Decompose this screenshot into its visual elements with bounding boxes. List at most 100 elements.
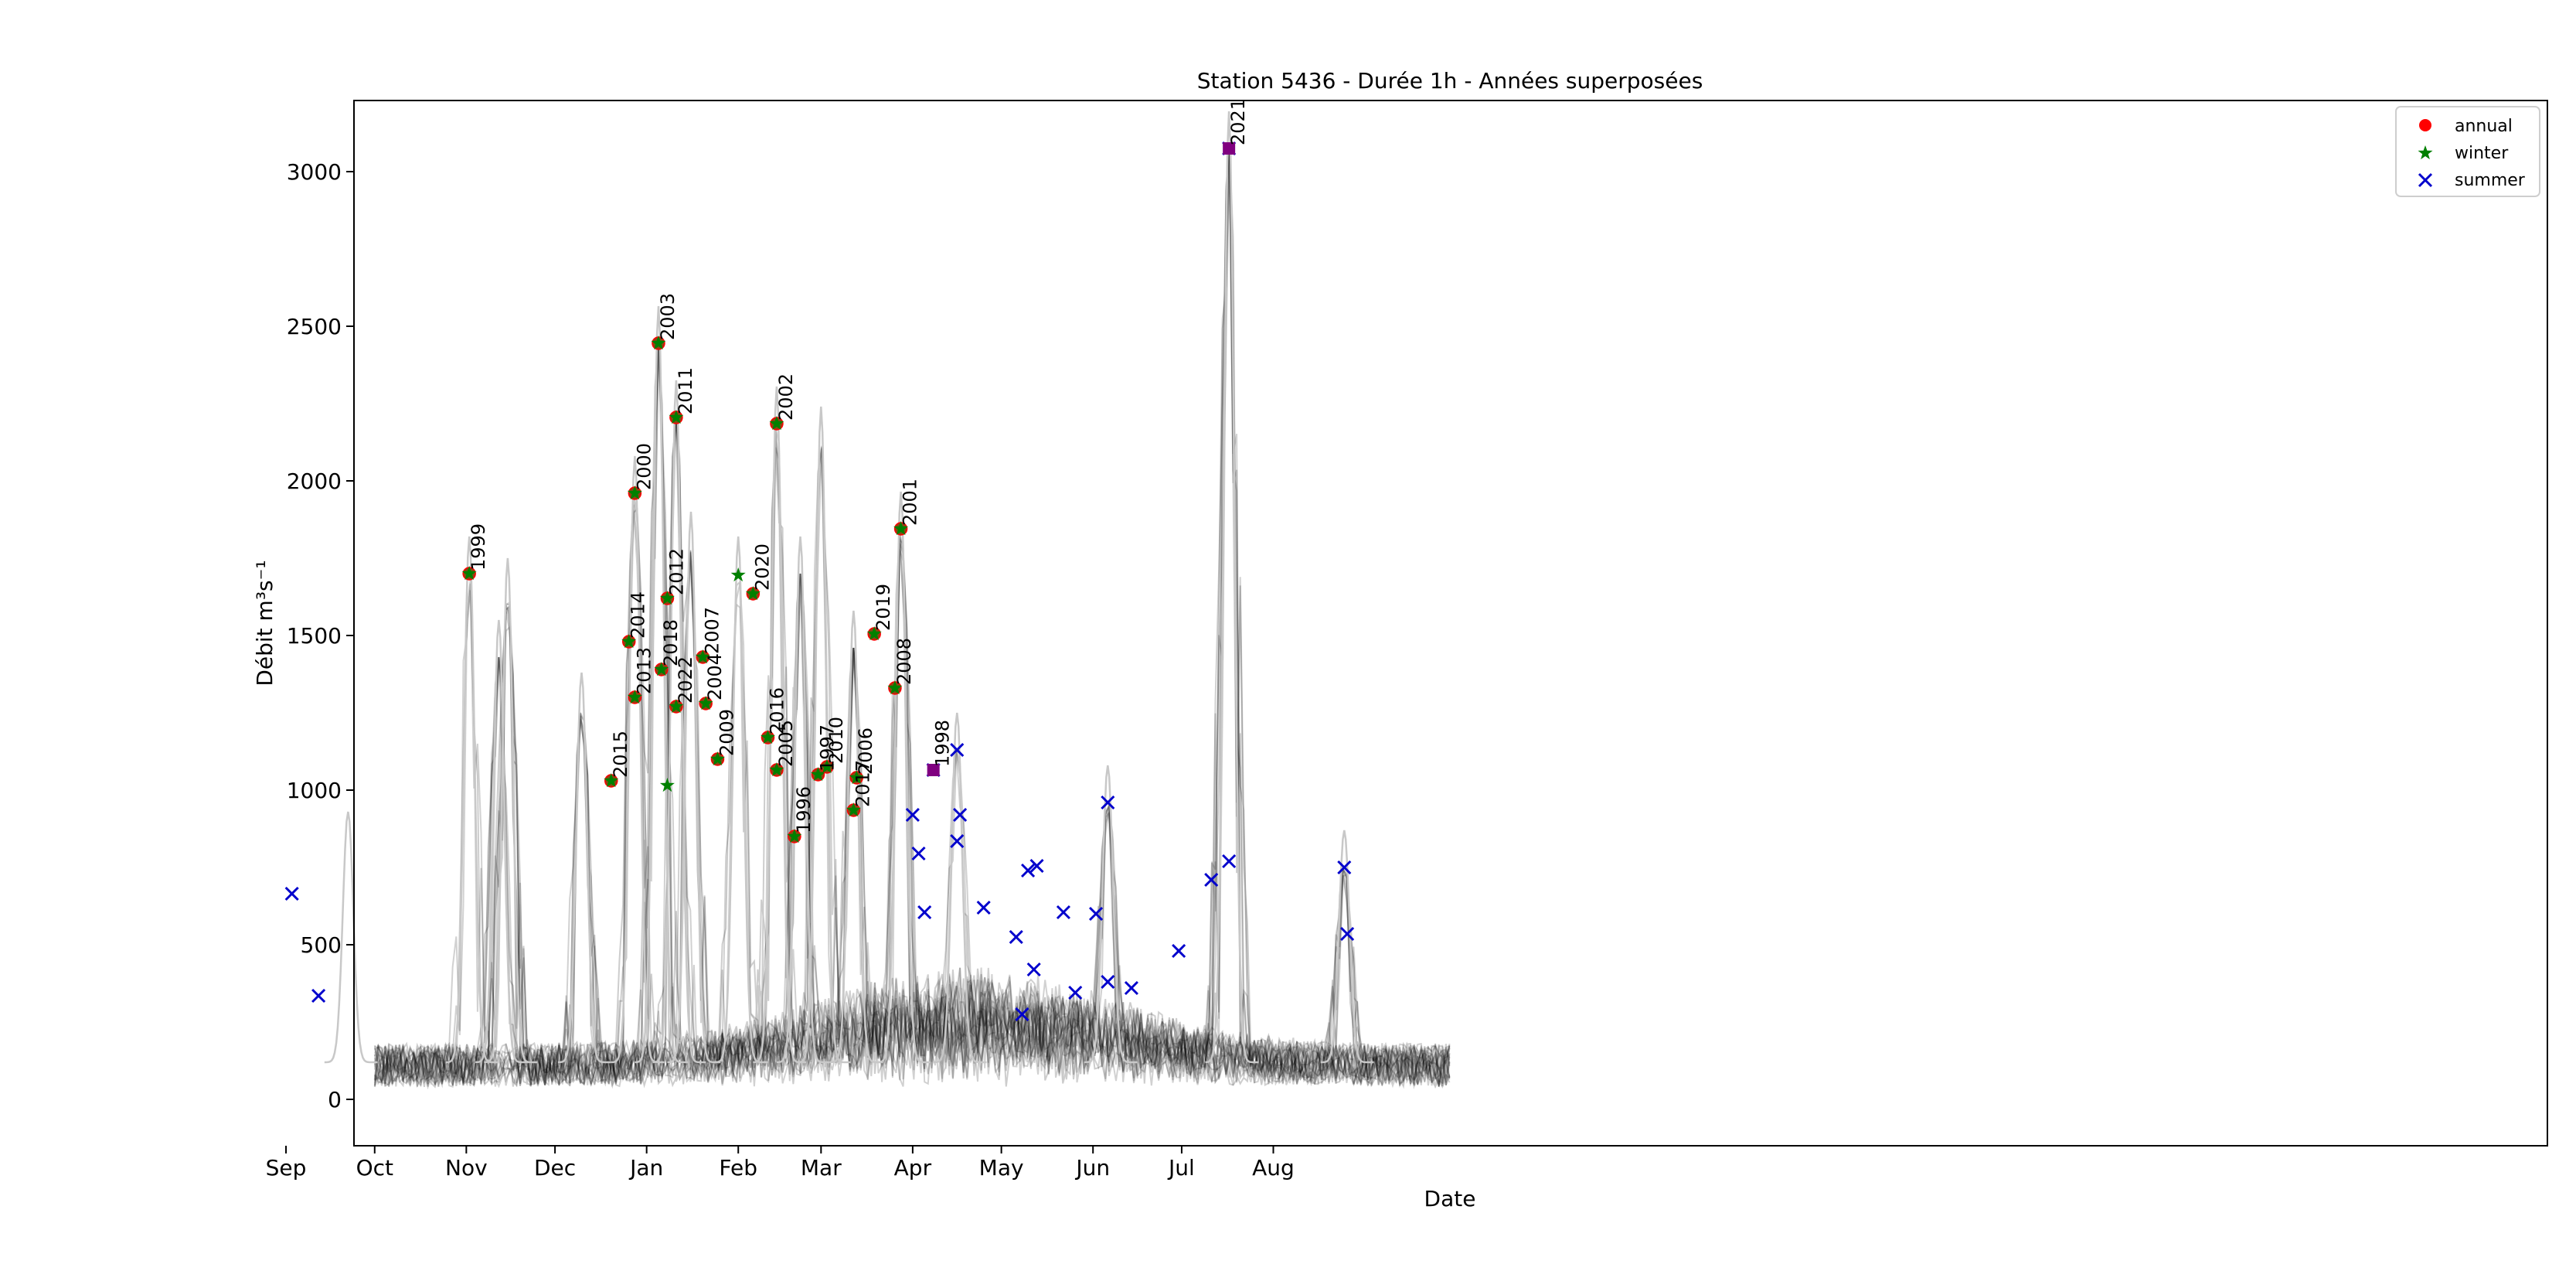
year-label: 1996 xyxy=(793,786,815,833)
year-series-line xyxy=(373,150,1451,1086)
peak-series-line xyxy=(445,536,499,1064)
winter-overlap-marker xyxy=(627,486,642,500)
summer-marker xyxy=(1204,872,1219,888)
winter-overlap-marker xyxy=(893,521,909,536)
year-label: 1999 xyxy=(468,523,489,571)
peak-series-line xyxy=(324,811,378,1064)
summer-marker xyxy=(953,807,968,823)
year-label: 2017 xyxy=(852,760,873,807)
legend-annual-label: annual xyxy=(2455,117,2513,136)
summer-marker xyxy=(1056,905,1071,920)
winter-overlap-marker xyxy=(849,770,864,785)
summer-marker xyxy=(284,886,299,901)
winter-overlap-marker xyxy=(846,802,861,817)
peak-series-line xyxy=(797,406,851,1064)
winter-overlap-marker xyxy=(669,699,684,714)
winter-overlap-marker xyxy=(769,416,784,431)
year-series-line xyxy=(373,507,1451,1088)
peak-series-line xyxy=(652,380,706,1064)
year-label: 2016 xyxy=(766,687,788,734)
peak-series-line xyxy=(1084,765,1138,1064)
annual-marker xyxy=(927,764,940,776)
year-label: 2003 xyxy=(657,293,679,340)
peak-series-line xyxy=(667,511,721,1064)
year-label: 2006 xyxy=(855,727,876,775)
summer-marker xyxy=(917,905,932,920)
year-label: 2021 xyxy=(1227,98,1249,145)
summer-marker xyxy=(1101,974,1115,990)
year-label: 2005 xyxy=(775,720,797,767)
winter-marker xyxy=(730,567,746,582)
year-series-line xyxy=(374,417,1450,1090)
y-tick-label: 1000 xyxy=(287,778,342,803)
winter-overlap-marker xyxy=(461,566,477,581)
x-tick-label: Jan xyxy=(628,1155,663,1181)
year-label: 1998 xyxy=(932,720,954,767)
summer-marker xyxy=(905,807,920,823)
legend-summer-label: summer xyxy=(2455,171,2526,190)
x-tick-label: Aug xyxy=(1252,1155,1295,1181)
y-axis-label: Débit m³s⁻¹ xyxy=(252,560,277,686)
winter-overlap-marker xyxy=(651,336,666,350)
summer-marker xyxy=(1088,906,1104,922)
year-label: 2004 xyxy=(704,653,726,700)
year-label: 2007 xyxy=(701,607,723,654)
year-label: 2015 xyxy=(610,731,631,778)
year-series-line xyxy=(373,496,1451,1087)
year-label: 2019 xyxy=(873,584,894,631)
winter-overlap-marker xyxy=(695,649,710,664)
winter-overlap-marker xyxy=(710,751,725,766)
peak-series-line xyxy=(776,536,830,1064)
winter-overlap-marker xyxy=(745,586,761,601)
x-tick-label: May xyxy=(979,1155,1024,1181)
winter-overlap-marker xyxy=(761,730,775,745)
y-tick-label: 3000 xyxy=(287,159,342,185)
summer-marker xyxy=(1009,929,1023,945)
legend-winter-marker xyxy=(2418,145,2433,160)
year-label: 2000 xyxy=(633,443,655,490)
y-tick-label: 1500 xyxy=(287,623,342,649)
annual-marker xyxy=(1223,142,1236,155)
x-tick-label: Mar xyxy=(801,1155,842,1181)
year-series-line xyxy=(373,150,1451,1087)
year-label: 2011 xyxy=(675,367,696,414)
peak-series-line xyxy=(829,610,883,1064)
summer-marker xyxy=(1124,980,1138,996)
summer-marker xyxy=(1337,860,1352,875)
x-tick-label: Oct xyxy=(356,1155,393,1181)
year-series-line xyxy=(373,342,1451,1089)
summer-marker xyxy=(311,988,326,1003)
peak-series-line xyxy=(635,305,689,1064)
year-label: 2013 xyxy=(633,647,655,694)
peak-series-line xyxy=(475,619,529,1064)
plot-frame xyxy=(353,100,2548,1147)
year-label: 2001 xyxy=(900,479,921,526)
legend-winter-label: winter xyxy=(2455,144,2509,163)
year-series-line xyxy=(373,342,1451,1089)
year-series-line xyxy=(373,342,1451,1089)
year-label: 2018 xyxy=(660,619,682,666)
summer-marker xyxy=(1020,863,1036,878)
year-label: 2009 xyxy=(716,709,737,756)
year-series-line xyxy=(373,417,1451,1089)
summer-marker xyxy=(1015,1007,1029,1022)
winter-overlap-marker xyxy=(811,767,825,782)
x-tick-label: Apr xyxy=(894,1155,932,1181)
y-tick-label: 2500 xyxy=(287,314,342,339)
peak-series-line xyxy=(1205,111,1259,1064)
year-series-line xyxy=(373,151,1451,1088)
summer-marker xyxy=(1068,985,1083,1000)
summer-marker xyxy=(1340,926,1355,942)
winter-overlap-marker xyxy=(866,626,882,641)
winter-overlap-marker xyxy=(698,696,713,710)
x-tick-label: Jul xyxy=(1167,1155,1195,1181)
peak-series-line xyxy=(611,455,665,1064)
y-axis: 0 500 1000 1500 2000 2500 3000 xyxy=(287,159,354,1113)
x-tick-label: Sep xyxy=(266,1155,307,1181)
x-tick-label: Jun xyxy=(1074,1155,1110,1181)
winter-overlap-marker xyxy=(659,591,675,605)
legend-summer-marker xyxy=(2418,172,2433,188)
year-label: 2012 xyxy=(665,548,687,595)
year-annotations: 1999 2015 2014 2000 2013 2003 2018 2012 2011 2022… xyxy=(468,98,1249,833)
year-series-line xyxy=(373,150,1451,1089)
